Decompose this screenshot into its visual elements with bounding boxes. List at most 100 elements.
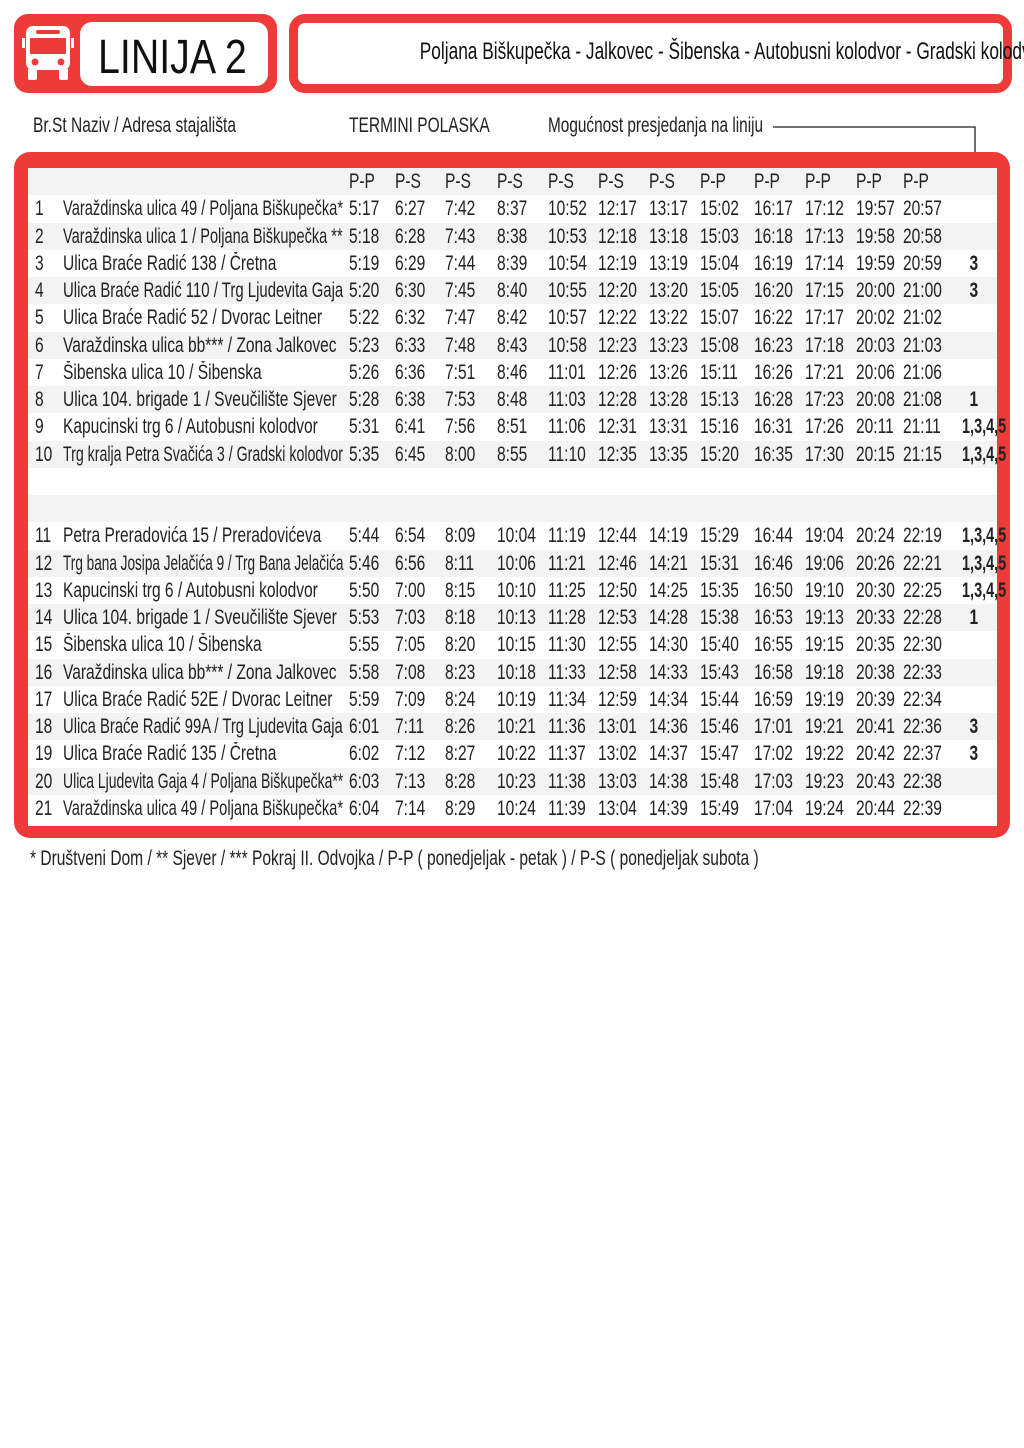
departure-time: 12:17 bbox=[598, 197, 637, 221]
departure-time: 16:17 bbox=[754, 197, 793, 221]
table-row: 19 Ulica Braće Radić 135 / Čretna 6:02 7:12… bbox=[28, 740, 997, 767]
transfer-lines: 1 bbox=[969, 388, 979, 411]
day-type-header: P-S bbox=[395, 170, 421, 193]
departure-time: 7:11 bbox=[395, 715, 425, 738]
table-row: 1 Varaždinska ulica 49 / Poljana Biškupeč… bbox=[28, 195, 997, 222]
departure-time: 16:55 bbox=[754, 633, 793, 657]
departure-time: 8:55 bbox=[497, 442, 528, 466]
departure-time: 5:31 bbox=[349, 415, 380, 439]
stop-name: Petra Preradovića 15 / Preradovićeva bbox=[63, 524, 322, 548]
table-row: 8 Ulica 104. brigade 1 / Sveučilište Sjev… bbox=[28, 386, 997, 413]
day-type-header: P-S bbox=[497, 170, 523, 193]
departure-time: 10:57 bbox=[548, 306, 587, 330]
departure-time: 12:44 bbox=[598, 524, 637, 548]
departure-time: 15:40 bbox=[700, 633, 739, 657]
departure-time: 16:58 bbox=[754, 660, 793, 684]
departure-time: 15:47 bbox=[700, 742, 739, 766]
stop-name: Varaždinska ulica 49 / Poljana Biškupečk… bbox=[63, 796, 344, 820]
departure-time: 6:04 bbox=[349, 796, 380, 820]
departure-time: 11:28 bbox=[548, 606, 586, 629]
departure-time: 11:06 bbox=[548, 415, 586, 439]
departure-time: 19:59 bbox=[856, 251, 895, 275]
departure-time: 5:44 bbox=[349, 524, 380, 548]
departure-time: 11:38 bbox=[548, 769, 586, 793]
departure-time: 11:21 bbox=[548, 551, 586, 575]
stop-number: 15 bbox=[35, 633, 53, 657]
departure-time: 22:25 bbox=[903, 578, 942, 602]
departure-time: 12:20 bbox=[598, 279, 637, 302]
departure-time: 22:21 bbox=[903, 551, 942, 575]
departure-time: 8:20 bbox=[445, 633, 476, 657]
stop-name: Ulica Braće Radić 52E / Dvorac Leitner bbox=[63, 687, 333, 711]
spacer-row bbox=[28, 495, 997, 522]
departure-time: 15:03 bbox=[700, 224, 739, 248]
departure-time: 11:01 bbox=[548, 360, 586, 384]
departure-time: 11:36 bbox=[548, 715, 586, 738]
departure-time: 7:00 bbox=[395, 578, 426, 602]
transfer-lines: 3 bbox=[969, 279, 979, 302]
table-row: 18 Ulica Braće Radić 99A / Trg Ljudevita … bbox=[28, 713, 997, 740]
table-row: 10 Trg kralja Petra Svačića 3 / Gradski k… bbox=[28, 440, 1006, 468]
stop-number: 21 bbox=[35, 796, 53, 820]
departure-time: 22:33 bbox=[903, 660, 942, 684]
departure-time: 8:18 bbox=[445, 606, 476, 629]
table-row: 20 Ulica Ljudevita Gaja 4 / Poljana Bišku… bbox=[28, 767, 997, 795]
departure-time: 16:19 bbox=[754, 251, 793, 275]
departure-time: 11:37 bbox=[548, 742, 586, 766]
departure-time: 10:55 bbox=[548, 279, 587, 302]
departure-time: 15:04 bbox=[700, 251, 739, 275]
day-type-header: P-S bbox=[548, 170, 574, 193]
departure-time: 6:54 bbox=[395, 524, 426, 548]
day-type-header: P-P bbox=[754, 170, 780, 193]
departure-time: 8:46 bbox=[497, 360, 528, 384]
departure-time: 16:44 bbox=[754, 524, 793, 548]
departure-time: 8:09 bbox=[445, 524, 476, 548]
stop-number: 16 bbox=[35, 660, 53, 684]
departure-time: 8:24 bbox=[445, 687, 476, 711]
departure-time: 8:15 bbox=[445, 578, 476, 602]
departure-time: 6:38 bbox=[395, 388, 426, 411]
table-row: 13 Kapucinski trg 6 / Autobusni kolodvor 5… bbox=[28, 577, 1006, 604]
departure-time: 19:24 bbox=[805, 796, 844, 820]
departure-time: 20:59 bbox=[903, 251, 942, 275]
departure-time: 17:04 bbox=[754, 796, 793, 820]
stop-number: 5 bbox=[35, 306, 44, 330]
departure-time: 20:33 bbox=[856, 606, 895, 629]
departure-time: 17:01 bbox=[754, 715, 793, 738]
departure-time: 16:28 bbox=[754, 388, 793, 411]
departure-time: 15:35 bbox=[700, 578, 739, 602]
departure-time: 13:22 bbox=[649, 306, 688, 330]
stop-number: 20 bbox=[35, 769, 53, 793]
departure-time: 10:53 bbox=[548, 224, 587, 248]
header-row: P-P P-S P-S P-S P-S P-S P-S P-P P-P P-P P-P P-P bbox=[28, 168, 997, 195]
departure-time: 20:58 bbox=[903, 224, 942, 248]
departure-time: 16:26 bbox=[754, 360, 793, 384]
departure-time: 14:21 bbox=[649, 551, 688, 575]
departure-time: 15:29 bbox=[700, 524, 739, 548]
departure-time: 6:41 bbox=[395, 415, 426, 439]
departure-time: 20:57 bbox=[903, 197, 942, 221]
departure-time: 8:37 bbox=[497, 197, 528, 221]
departure-time: 22:38 bbox=[903, 769, 942, 793]
departure-time: 16:53 bbox=[754, 606, 793, 629]
departure-time: 14:38 bbox=[649, 769, 688, 793]
departure-time: 14:28 bbox=[649, 606, 688, 629]
departure-time: 20:24 bbox=[856, 524, 895, 548]
departure-time: 15:11 bbox=[700, 360, 738, 384]
departure-time: 10:22 bbox=[497, 742, 536, 766]
departure-time: 5:55 bbox=[349, 633, 380, 657]
departure-time: 17:18 bbox=[805, 333, 844, 357]
day-type-header: P-P bbox=[349, 170, 375, 193]
stop-number: 13 bbox=[35, 578, 53, 602]
departure-time: 10:13 bbox=[497, 606, 536, 629]
departure-time: 7:05 bbox=[395, 633, 426, 657]
stop-name: Ulica Braće Radić 138 / Čretna bbox=[63, 251, 277, 275]
departure-time: 15:31 bbox=[700, 551, 739, 575]
departure-time: 13:26 bbox=[649, 360, 688, 384]
table-row: 21 Varaždinska ulica 49 / Poljana Biškupe… bbox=[28, 795, 997, 822]
departure-time: 5:18 bbox=[349, 224, 380, 248]
departure-time: 20:03 bbox=[856, 333, 895, 357]
departure-time: 12:35 bbox=[598, 442, 637, 466]
departure-time: 21:03 bbox=[903, 333, 942, 357]
table-row: 3 Ulica Braće Radić 138 / Čretna 5:19 6:29 7… bbox=[28, 250, 997, 277]
